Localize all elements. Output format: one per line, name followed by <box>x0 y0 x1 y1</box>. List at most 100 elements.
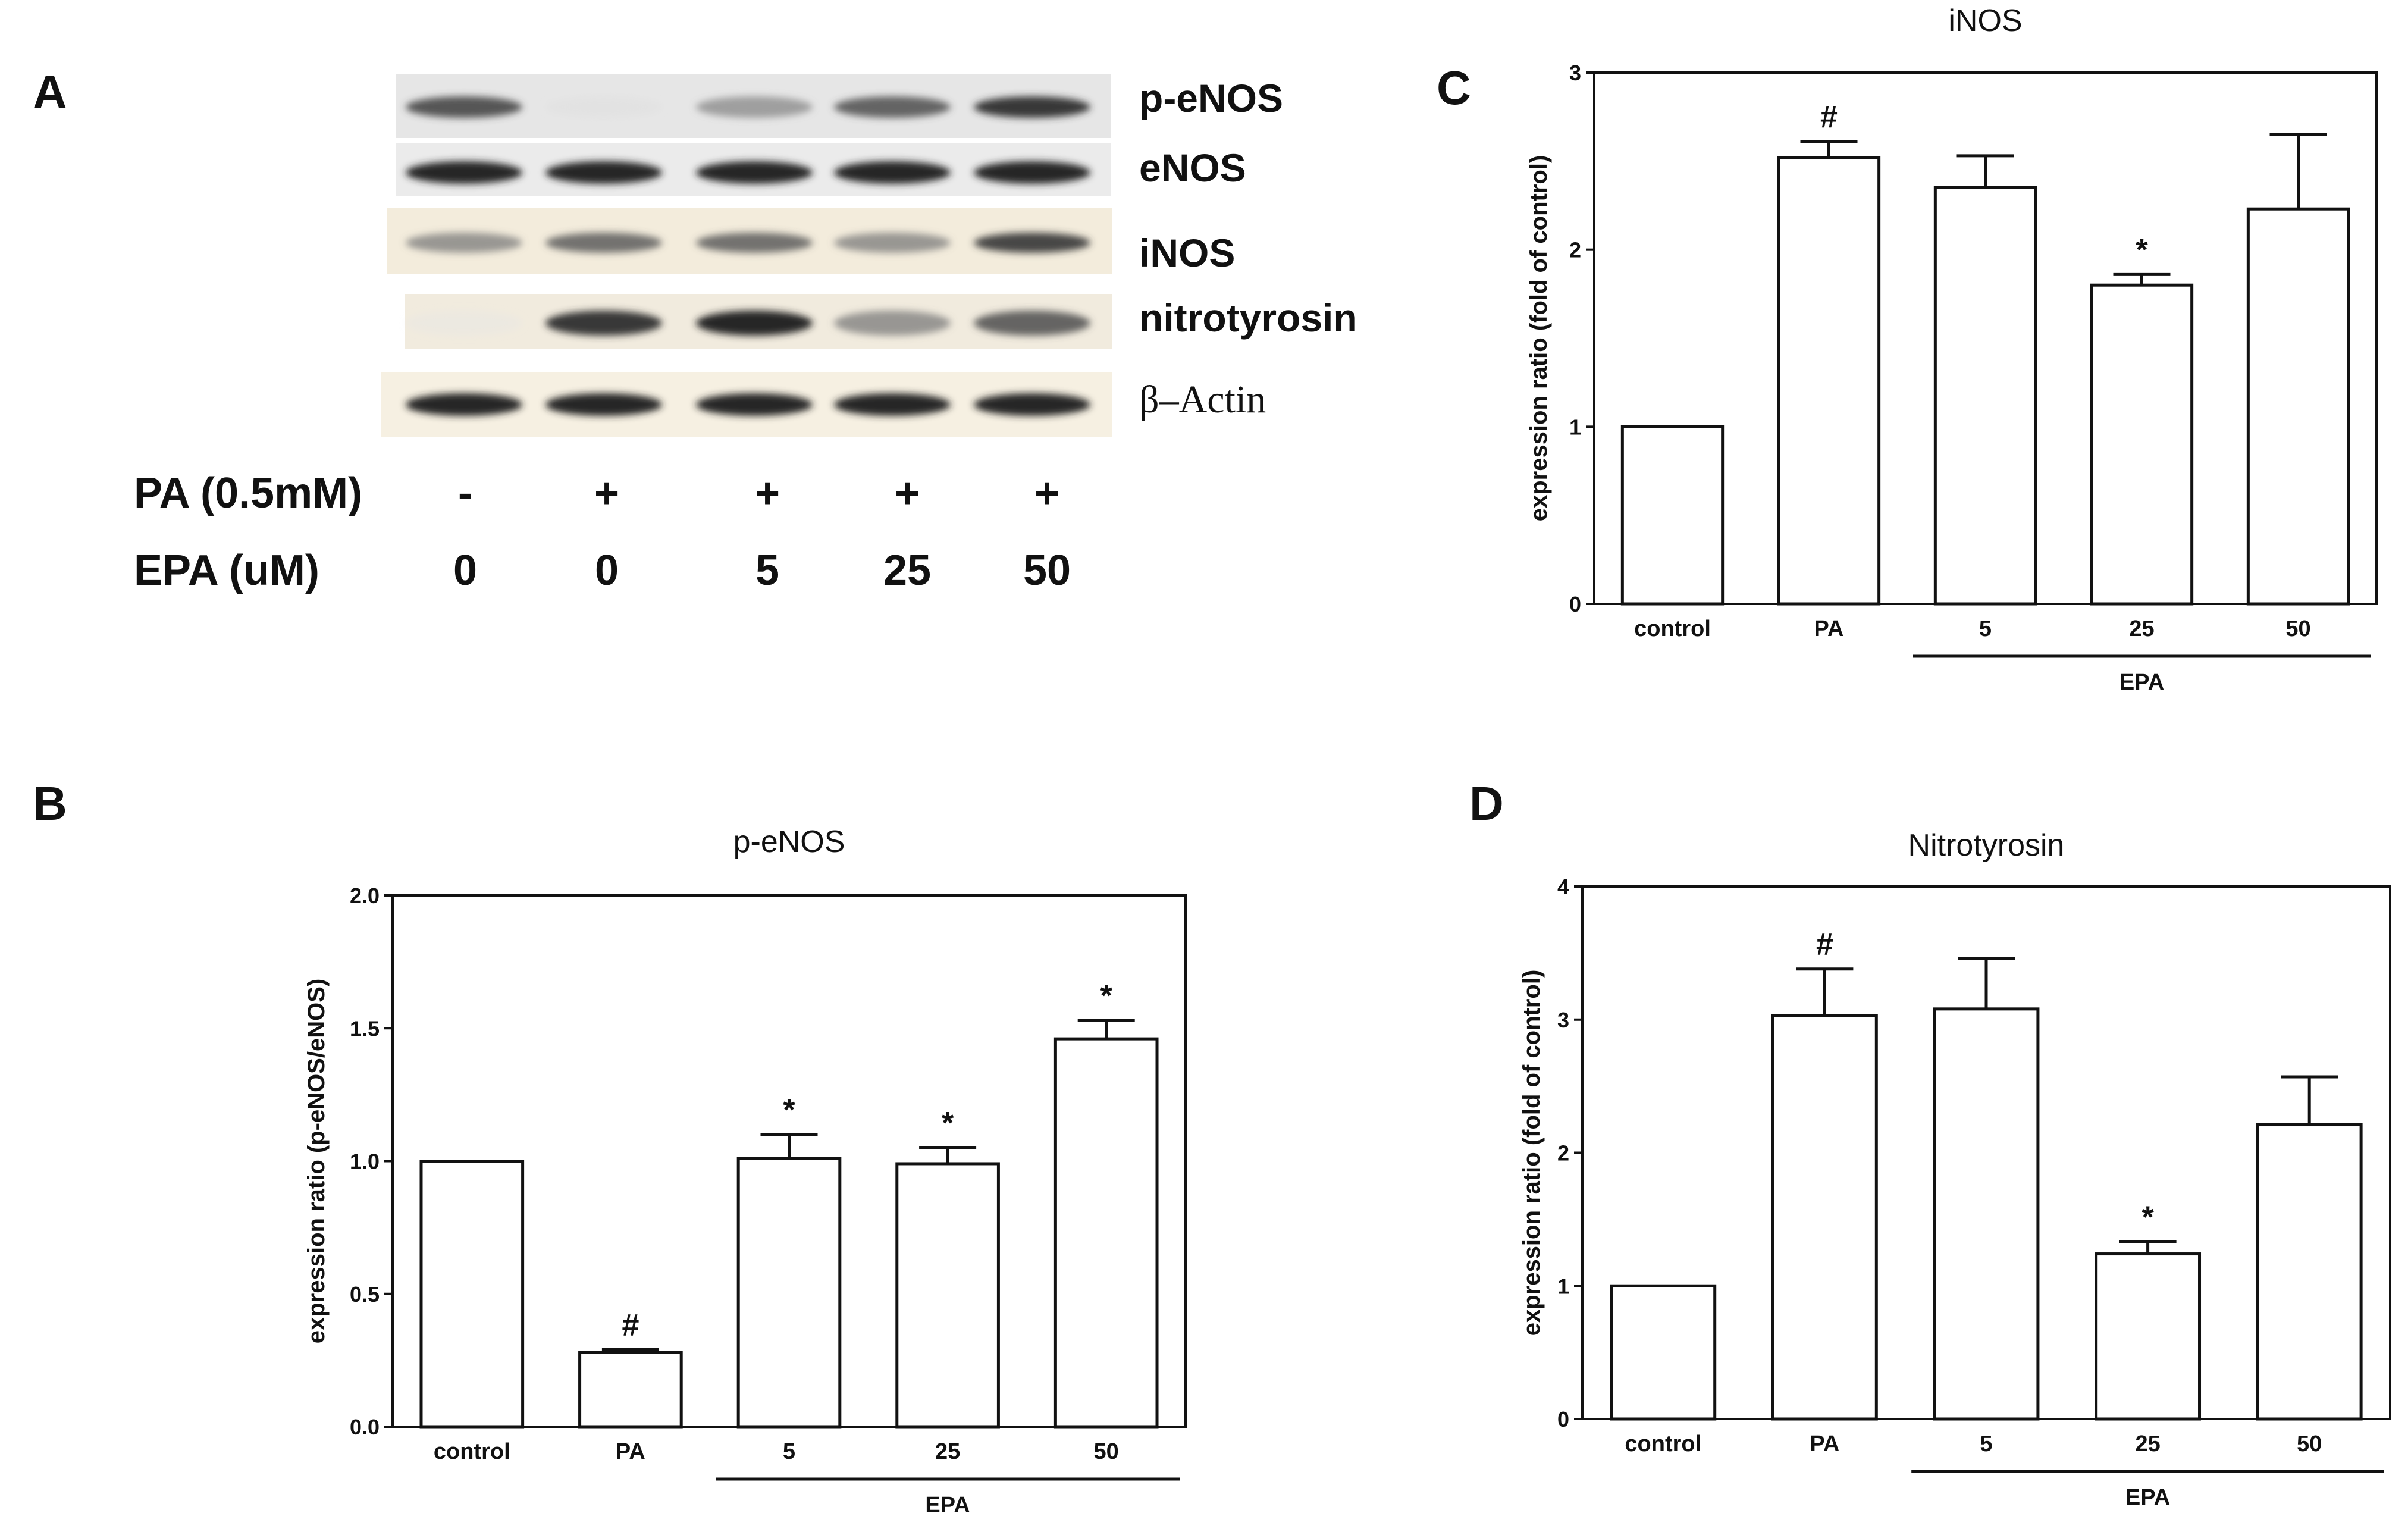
band-inos-lane-3 <box>696 233 813 253</box>
panel-label-a: A <box>33 65 67 118</box>
y-tick-label-c: 1 <box>1569 415 1581 439</box>
x-category-label-c: 25 <box>2129 616 2154 641</box>
band-actin-lane-3 <box>696 393 813 416</box>
x-category-label-c: 50 <box>2285 616 2310 641</box>
band-p-enos-lane-2 <box>545 96 662 118</box>
y-tick-label-b: 2.0 <box>350 884 380 908</box>
bar-b-control <box>419 1160 525 1429</box>
y-tick-label-d: 0 <box>1557 1407 1569 1431</box>
band-p-enos-lane-5 <box>974 96 1090 118</box>
treatment-label-pa: PA (0.5mM) <box>134 469 362 517</box>
bar-b-50 <box>1054 1037 1159 1429</box>
band-p-enos-lane-3 <box>696 96 813 118</box>
band-nitrotyrosin-lane-1 <box>406 311 522 336</box>
treatment-value-epa-1: 0 <box>453 547 477 594</box>
panel-label-d: D <box>1469 777 1504 830</box>
significance-mark-c-25: * <box>2136 233 2148 267</box>
band-inos-lane-5 <box>974 233 1090 253</box>
band-inos-lane-4 <box>834 233 951 253</box>
treatment-value-epa-5: 50 <box>1023 547 1071 594</box>
band-enos-lane-5 <box>974 161 1090 184</box>
y-tick-label-d: 2 <box>1557 1141 1569 1166</box>
y-tick-label-b: 0.0 <box>350 1415 380 1439</box>
western-blot: p-eNOS eNOS iNOS nitrotyrosin β–Actin PA… <box>134 74 1357 594</box>
y-tick-label-d: 3 <box>1557 1008 1569 1032</box>
bar-c-50 <box>2246 207 2350 606</box>
x-category-label-d: PA <box>1810 1431 1839 1456</box>
band-p-enos-lane-1 <box>406 96 522 118</box>
bar-b-25 <box>895 1162 1000 1429</box>
treatment-value-epa-2: 0 <box>595 547 619 594</box>
x-category-label-b: PA <box>616 1439 645 1464</box>
band-p-enos-lane-4 <box>834 96 951 118</box>
x-category-label-d: control <box>1625 1431 1701 1456</box>
significance-mark-b-25: * <box>942 1106 954 1141</box>
y-axis-label-d: expression ratio (fold of control) <box>1519 970 1545 1336</box>
bar-c-PA <box>1777 156 1881 606</box>
x-category-label-d: 25 <box>2135 1431 2160 1456</box>
band-enos-lane-3 <box>696 161 813 184</box>
panel-label-b: B <box>33 777 67 830</box>
x-category-label-c: 5 <box>1979 616 1992 641</box>
bar-d-25 <box>2095 1252 2202 1421</box>
chart-title-c: iNOS <box>1948 4 2022 38</box>
y-tick-label-b: 1.5 <box>350 1016 380 1041</box>
bar-d-control <box>1610 1284 1717 1421</box>
band-nitrotyrosin-lane-5 <box>974 311 1090 336</box>
x-category-label-d: 5 <box>1980 1431 1992 1456</box>
band-actin-lane-1 <box>406 393 522 416</box>
group-label-c: EPA <box>2119 670 2164 695</box>
panel-label-c: C <box>1437 61 1471 114</box>
x-category-label-b: 25 <box>935 1439 960 1464</box>
bar-c-control <box>1620 425 1725 606</box>
treatment-value-pa-1: - <box>458 469 472 517</box>
band-actin-lane-5 <box>974 393 1090 416</box>
band-enos-lane-4 <box>834 161 951 184</box>
y-tick-label-b: 1.0 <box>350 1149 380 1174</box>
bar-b-5 <box>736 1157 842 1429</box>
chart-nitrotyrosin: Nitrotyrosin 0 1 2 3 4 expression ratio (fold … <box>1519 828 2391 1510</box>
treatment-value-epa-4: 25 <box>883 547 931 594</box>
band-label-beta-actin: β–Actin <box>1139 378 1266 421</box>
x-category-label-b: 50 <box>1094 1439 1119 1464</box>
significance-mark-b-PA: # <box>622 1308 639 1343</box>
treatment-label-epa: EPA (uM) <box>134 547 319 594</box>
band-label-p-enos: p-eNOS <box>1139 76 1283 120</box>
group-label-d: EPA <box>2125 1485 2170 1510</box>
band-enos-lane-2 <box>545 161 662 184</box>
treatment-value-pa-4: + <box>895 469 920 517</box>
chart-title-d: Nitrotyrosin <box>1908 828 2065 863</box>
chart-title-b: p-eNOS <box>733 825 845 859</box>
y-axis-label-b: expression ratio (p-eNOS/eNOS) <box>303 979 330 1343</box>
bar-d-5 <box>1933 1007 2040 1421</box>
band-actin-lane-2 <box>545 393 662 416</box>
x-category-label-d: 50 <box>2297 1431 2322 1456</box>
band-inos-lane-2 <box>545 233 662 253</box>
band-actin-lane-4 <box>834 393 951 416</box>
bar-d-PA <box>1771 1014 1878 1421</box>
treatment-value-epa-3: 5 <box>755 547 779 594</box>
significance-mark-b-5: * <box>783 1093 795 1127</box>
band-label-enos: eNOS <box>1139 146 1246 190</box>
bar-c-25 <box>2090 283 2194 606</box>
y-tick-label-c: 2 <box>1569 238 1581 262</box>
bar-b-PA <box>578 1351 683 1429</box>
y-tick-label-b: 0.5 <box>350 1282 380 1307</box>
y-tick-label-d: 4 <box>1557 875 1569 899</box>
band-label-nitrotyrosin: nitrotyrosin <box>1139 296 1357 340</box>
x-category-label-b: control <box>434 1439 510 1464</box>
band-label-inos: iNOS <box>1139 231 1235 275</box>
y-tick-label-d: 1 <box>1557 1274 1569 1298</box>
y-axis-label-c: expression ratio (fold of control) <box>1526 155 1552 522</box>
y-tick-label-c: 0 <box>1569 592 1581 616</box>
y-tick-label-c: 3 <box>1569 61 1581 85</box>
group-label-b: EPA <box>925 1493 970 1518</box>
treatment-value-pa-5: + <box>1034 469 1059 517</box>
band-enos-lane-1 <box>406 161 522 184</box>
significance-mark-d-25: * <box>2142 1200 2154 1235</box>
band-nitrotyrosin-lane-3 <box>696 311 813 336</box>
band-nitrotyrosin-lane-4 <box>834 311 951 336</box>
significance-mark-b-50: * <box>1100 979 1113 1013</box>
x-category-label-b: 5 <box>783 1439 795 1464</box>
